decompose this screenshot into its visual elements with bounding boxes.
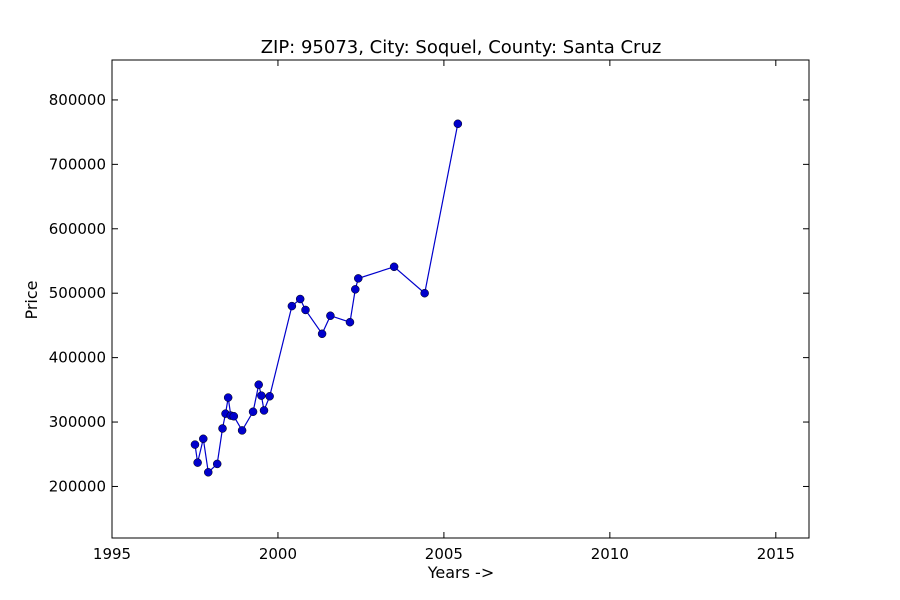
data-point [254, 380, 263, 389]
data-point [265, 392, 274, 401]
x-tick-label: 2015 [757, 545, 795, 563]
plot-frame [111, 59, 810, 539]
y-axis: 200000 300000 400000 500000 600000 700000 8000… [49, 91, 809, 495]
y-tick-label: 700000 [49, 155, 106, 173]
series-layer [190, 119, 463, 477]
data-point [223, 393, 233, 402]
data-point [248, 407, 258, 416]
data-point [351, 285, 360, 294]
data-point [453, 119, 463, 129]
data-point [259, 406, 269, 415]
x-tick-label: 2000 [259, 545, 297, 563]
y-tick-label: 400000 [49, 349, 106, 367]
x-tick-label: 1995 [93, 545, 131, 563]
data-point [218, 424, 227, 433]
data-point [389, 262, 399, 272]
y-tick-label: 200000 [49, 477, 106, 495]
y-tick-label: 300000 [49, 413, 106, 431]
x-axis: 1995 2000 2005 2010 2015 [93, 60, 795, 563]
data-point [193, 458, 202, 467]
y-tick-label: 500000 [49, 284, 106, 302]
data-point [317, 329, 327, 339]
data-point [190, 440, 200, 449]
data-point [295, 294, 305, 304]
data-point [229, 411, 239, 421]
data-point [212, 459, 222, 469]
data-point [237, 426, 247, 435]
data-point [199, 434, 208, 444]
data-point [257, 391, 266, 400]
data-point [420, 288, 429, 298]
y-tick-label: 800000 [49, 91, 106, 109]
data-point [345, 317, 355, 327]
data-point [354, 274, 363, 283]
data-point [301, 305, 310, 315]
data-point [326, 311, 335, 320]
y-tick-label: 600000 [49, 220, 106, 238]
x-tick-label: 2005 [425, 545, 463, 563]
data-point [287, 301, 297, 311]
chart-title: ZIP: 95073, City: Soquel, County: Santa … [261, 37, 662, 58]
data-point [204, 468, 213, 477]
x-tick-label: 2010 [591, 545, 629, 563]
x-axis-label: Years -> [427, 563, 494, 582]
y-axis-label: Price [22, 280, 41, 319]
